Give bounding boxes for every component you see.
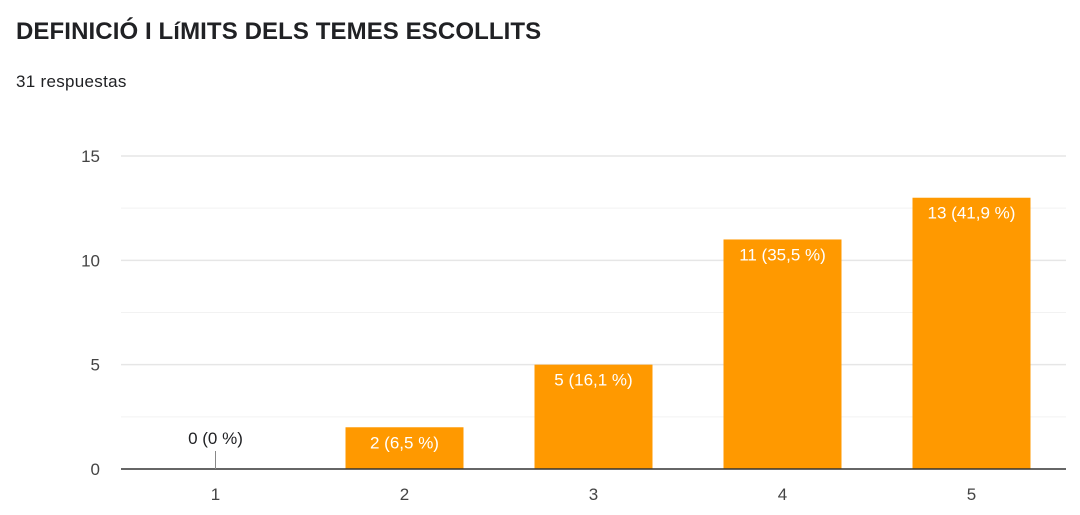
data-labels: 0 (0 %) 2 (6,5 %) 5 (16,1 %) 11 (35,5 %) 13 … xyxy=(188,204,1015,469)
chart-title: DEFINICIÓ I LíMITS DELS TEMES ESCOLLITS xyxy=(16,18,542,45)
bar-5 xyxy=(912,197,1031,469)
x-tick-label: 2 xyxy=(400,485,409,504)
bar-3 xyxy=(534,364,653,469)
bars xyxy=(345,197,1031,469)
data-label: 0 (0 %) xyxy=(188,429,243,448)
y-tick-label: 0 xyxy=(91,460,100,479)
axes: 0 5 10 15 1 2 3 4 5 xyxy=(81,147,1066,504)
x-tick-label: 5 xyxy=(967,485,976,504)
response-count: 31 respuestas xyxy=(16,72,127,91)
y-tick-label: 10 xyxy=(81,251,100,270)
x-tick-label: 3 xyxy=(589,485,598,504)
data-label: 11 (35,5 %) xyxy=(739,245,826,264)
data-label: 5 (16,1 %) xyxy=(554,371,632,390)
x-tick-label: 4 xyxy=(778,485,787,504)
bar-2 xyxy=(345,427,464,469)
y-tick-label: 5 xyxy=(91,356,100,375)
bar-4 xyxy=(723,239,842,469)
data-label: 13 (41,9 %) xyxy=(928,204,1016,223)
x-tick-label: 1 xyxy=(211,485,220,504)
data-label: 2 (6,5 %) xyxy=(370,433,439,452)
y-tick-label: 15 xyxy=(81,147,100,166)
